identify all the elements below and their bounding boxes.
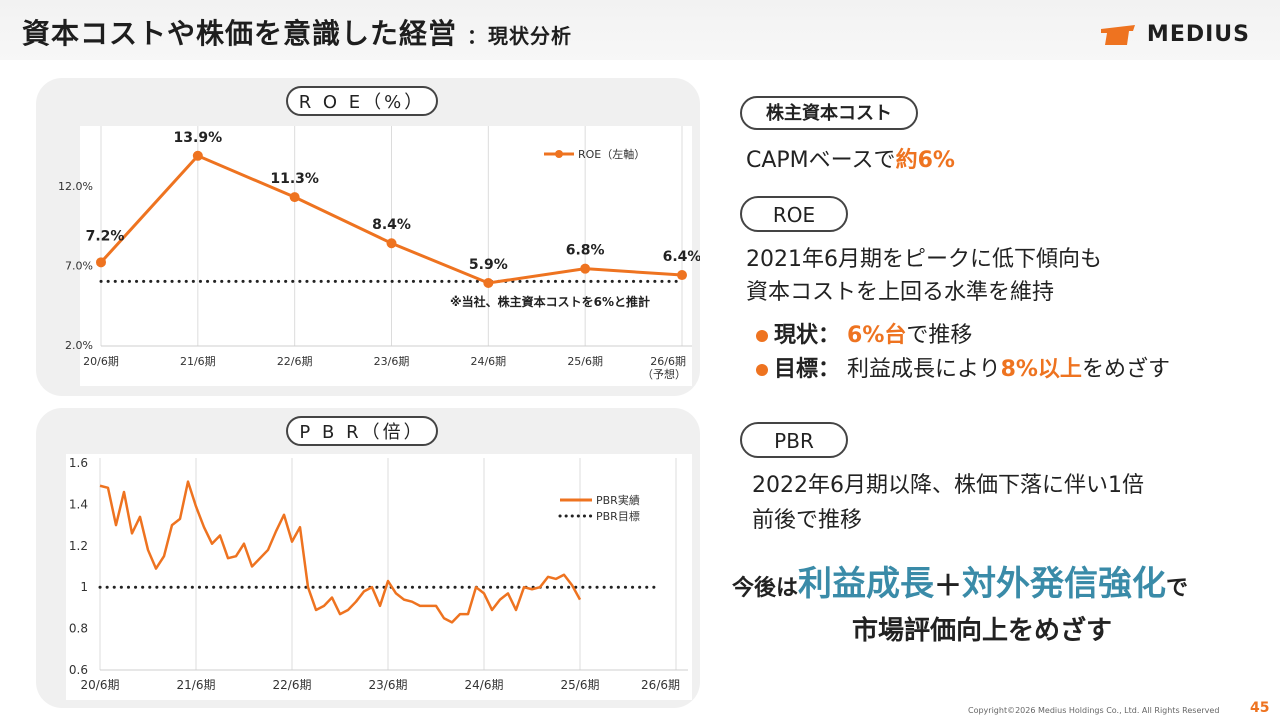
pbr-y-tick: 1.2	[69, 539, 88, 553]
roe-data-label: 5.9%	[469, 257, 508, 273]
pbr-legend-target-label: PBR目標	[596, 509, 640, 523]
pbr-y-tick: 1.6	[69, 456, 88, 470]
pbr-x-tick: 26/6期	[641, 678, 680, 692]
roe-y-tick: 2.0%	[65, 339, 93, 352]
roe-y-tick: 12.0%	[58, 180, 93, 193]
roe-panel: R O E（%） 2.0% 7.0% 12.0% 7.2% 13.9% 11.3% 8.4%…	[36, 78, 700, 396]
roe-x-tick: 26/6期	[650, 355, 686, 368]
future-suffix: で	[1166, 576, 1189, 601]
future-prefix: 今後は	[732, 576, 799, 601]
goal-label: 目標：	[774, 357, 841, 382]
pbr-label: PBR	[740, 422, 848, 458]
pbr-x-tick: 23/6期	[369, 678, 408, 692]
cost-text: CAPMベースで約6%	[746, 142, 955, 174]
roe-data-label: 8.4%	[372, 217, 411, 233]
pbr-legend-actual-label: PBR実績	[596, 493, 640, 507]
roe-x-tick: 21/6期	[180, 355, 216, 368]
pbr-panel: P B R（倍） 0.6 0.8 1 1.2 1.4 1.6 20/6期 21/6期 22/6期…	[36, 408, 700, 708]
roe-x-tick: 25/6期	[567, 355, 603, 368]
pbr-x-tick: 22/6期	[273, 678, 312, 692]
logo: MEDIUS	[1099, 22, 1250, 47]
roe-legend-marker	[555, 150, 563, 158]
roe-x-tick: 23/6期	[374, 355, 410, 368]
roe-data-label: 13.9%	[174, 130, 223, 146]
roe-x-tick: 22/6期	[277, 355, 313, 368]
roe-data-label: 6.4%	[663, 249, 700, 265]
roe-x-tick: 24/6期	[470, 355, 506, 368]
logo-wordmark: MEDIUS	[1146, 22, 1250, 47]
pbr-x-tick: 25/6期	[561, 678, 600, 692]
roe-panel-title: R O E（%）	[286, 86, 438, 116]
roe-data-point	[96, 257, 106, 268]
future-line1: 今後は利益成長＋対外発信強化で	[732, 556, 1188, 605]
roe-data-point	[677, 270, 687, 281]
pbr-chart-area	[66, 454, 692, 700]
cost-label: 株主資本コスト	[740, 96, 918, 130]
roe-data-label: 6.8%	[566, 243, 605, 259]
bullet-icon	[756, 330, 768, 342]
status-label: 現状：	[774, 323, 841, 348]
roe-label: ROE	[740, 196, 848, 232]
pbr-panel-title: P B R（倍）	[286, 416, 438, 446]
pbr-y-tick: 1.4	[69, 497, 88, 511]
pbr-y-tick: 1	[80, 580, 88, 594]
roe-y-tick: 7.0%	[65, 260, 93, 273]
roe-chart-area	[80, 126, 692, 386]
roe-line2: 資本コストを上回る水準を維持	[746, 280, 1055, 305]
copyright: Copyright©2026 Medius Holdings Co., Ltd.…	[968, 706, 1220, 715]
cost-text-prefix: CAPMベースで	[746, 148, 896, 173]
status-row: 現状： 6%台で推移	[756, 317, 972, 349]
title-main: 資本コストや株価を意識した経営	[22, 17, 458, 50]
roe-data-label: 7.2%	[86, 228, 125, 244]
roe-data-label: 11.3%	[270, 171, 319, 187]
header-bar	[0, 0, 1280, 60]
roe-data-point	[483, 277, 494, 288]
pbr-chart: 0.6 0.8 1 1.2 1.4 1.6 20/6期 21/6期 22/6期 23/6期 24/6…	[69, 456, 688, 692]
future-highlight-2: 対外発信強化	[962, 564, 1167, 604]
page-number: 45	[1250, 700, 1270, 716]
bullet-icon	[756, 364, 768, 376]
goal-prefix: 利益成長により	[847, 357, 1001, 382]
future-highlight-1: 利益成長	[798, 564, 935, 604]
pbr-line2: 前後で推移	[752, 508, 863, 533]
future-line2: 市場評価向上をめざす	[852, 616, 1113, 646]
roe-data-point	[580, 263, 591, 274]
goal-suffix: をめざす	[1081, 357, 1170, 382]
roe-data-point	[192, 150, 203, 161]
title-subtitle: ：現状分析	[467, 24, 573, 48]
pbr-x-tick: 24/6期	[465, 678, 504, 692]
page-title: 資本コストや株価を意識した経営 ：現状分析	[22, 12, 572, 52]
future-plus: ＋	[934, 569, 963, 602]
roe-x-tick: 20/6期	[83, 355, 119, 368]
pbr-x-tick: 20/6期	[81, 678, 120, 692]
status-suffix: で推移	[906, 323, 973, 348]
roe-x-tick-sub: （予想）	[642, 367, 686, 381]
roe-cost-note: ※当社、株主資本コストを6%と推計	[450, 294, 650, 309]
roe-legend-label: ROE（左軸）	[578, 147, 645, 161]
roe-data-point	[386, 238, 397, 249]
pbr-line1: 2022年6月期以降、株価下落に伴い1倍	[752, 473, 1144, 498]
pbr-y-tick: 0.8	[69, 622, 88, 636]
roe-data-point	[289, 192, 300, 203]
logo-mark-icon	[1100, 24, 1135, 45]
goal-highlight: 8%以上	[1000, 357, 1082, 382]
cost-highlight: 約6%	[895, 148, 955, 173]
pbr-y-tick: 0.6	[69, 663, 88, 677]
pbr-actual-line	[99, 480, 582, 624]
pbr-x-tick: 21/6期	[177, 678, 216, 692]
roe-chart: 2.0% 7.0% 12.0% 7.2% 13.9% 11.3% 8.4% 5.9% 6.8% 6…	[58, 126, 700, 381]
roe-line1: 2021年6月期をピークに低下傾向も	[746, 247, 1102, 272]
status-highlight: 6%台	[847, 323, 907, 348]
goal-row: 目標： 利益成長により8%以上をめざす	[756, 351, 1170, 383]
